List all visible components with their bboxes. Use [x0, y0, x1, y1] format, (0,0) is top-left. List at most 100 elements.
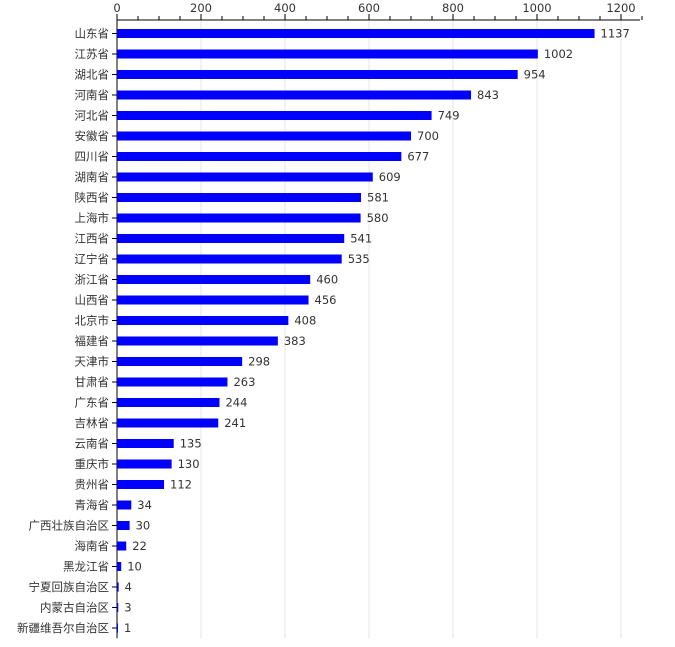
- category-label: 黑龙江省: [63, 560, 109, 574]
- bar[interactable]: [117, 480, 165, 489]
- bar[interactable]: [117, 295, 309, 305]
- bar[interactable]: [117, 541, 127, 551]
- bar[interactable]: [117, 439, 174, 448]
- bar[interactable]: [117, 357, 243, 366]
- category-label: 江苏省: [75, 47, 110, 61]
- data-label: 263: [233, 375, 255, 389]
- bar[interactable]: [117, 500, 132, 510]
- bar[interactable]: [117, 418, 219, 428]
- category-label: 重庆市: [75, 457, 110, 471]
- bar[interactable]: [117, 213, 361, 223]
- x-tick-label-200: 200: [190, 1, 212, 15]
- x-tick-label-1000: 1000: [522, 1, 551, 15]
- category-label: 青海省: [75, 498, 110, 512]
- bar[interactable]: [117, 152, 402, 161]
- bar[interactable]: [117, 172, 373, 182]
- bar[interactable]: [117, 316, 289, 325]
- category-label: 宁夏回族自治区: [29, 580, 110, 594]
- data-label: 30: [136, 519, 151, 533]
- bar[interactable]: [117, 254, 342, 264]
- grid-lines: [200, 20, 622, 639]
- bar[interactable]: [117, 70, 518, 79]
- x-tick-label-600: 600: [358, 1, 380, 15]
- bar[interactable]: [117, 377, 228, 387]
- data-label: 408: [294, 314, 316, 328]
- data-label: 244: [225, 396, 247, 410]
- category-label: 辽宁省: [75, 252, 110, 266]
- category-label: 广西壮族自治区: [29, 519, 110, 533]
- bar[interactable]: [117, 398, 220, 407]
- bar[interactable]: [117, 131, 411, 141]
- bar[interactable]: [117, 111, 432, 120]
- data-label: 298: [248, 355, 270, 369]
- data-label: 3: [124, 601, 131, 615]
- bar[interactable]: [117, 459, 172, 469]
- data-label: 34: [137, 498, 152, 512]
- category-label: 上海市: [75, 211, 110, 225]
- x-axis: 0 200 400 600 800 1000 1200: [113, 1, 643, 21]
- data-label: 460: [316, 273, 338, 287]
- category-label: 天津市: [75, 355, 110, 369]
- data-label: 749: [438, 109, 460, 123]
- bar[interactable]: [117, 49, 538, 59]
- data-label: 541: [350, 232, 372, 246]
- x-tick-label-0: 0: [113, 1, 120, 15]
- data-label: 580: [367, 211, 389, 225]
- bar[interactable]: [117, 336, 278, 346]
- category-label: 河南省: [75, 88, 110, 102]
- data-label: 954: [524, 68, 546, 82]
- bar[interactable]: [117, 582, 119, 592]
- data-label: 135: [180, 437, 202, 451]
- bar[interactable]: [117, 562, 122, 571]
- data-label: 1: [124, 621, 131, 635]
- data-label: 1002: [544, 47, 573, 61]
- category-label: 山东省: [75, 27, 110, 41]
- data-label: 383: [284, 334, 306, 348]
- data-label: 581: [367, 191, 389, 205]
- bar[interactable]: [117, 623, 118, 633]
- data-label: 241: [224, 416, 246, 430]
- category-label: 新疆维吾尔自治区: [17, 621, 109, 635]
- y-axis: 山东省江苏省湖北省河南省河北省安徽省四川省湖南省陕西省上海市江西省辽宁省浙江省山…: [17, 20, 118, 639]
- category-label: 河北省: [75, 109, 110, 123]
- data-label: 130: [178, 457, 200, 471]
- category-label: 浙江省: [75, 273, 110, 287]
- category-label: 贵州省: [75, 478, 110, 492]
- category-label: 山西省: [75, 293, 110, 307]
- category-label: 江西省: [75, 232, 110, 246]
- data-label: 1137: [601, 27, 630, 41]
- x-tick-label-400: 400: [274, 1, 296, 15]
- category-label: 吉林省: [75, 416, 110, 430]
- bars: 1137 1002 954 843 749 700 677 609 581 580 541 535 46…: [117, 27, 630, 635]
- data-label: 677: [407, 150, 429, 164]
- category-label: 云南省: [75, 437, 110, 451]
- category-label: 陕西省: [75, 191, 110, 205]
- bar[interactable]: [117, 234, 345, 243]
- data-label: 456: [315, 293, 337, 307]
- bar[interactable]: [117, 29, 595, 38]
- category-label: 四川省: [75, 150, 110, 164]
- x-tick-label-800: 800: [442, 1, 464, 15]
- data-label: 22: [132, 539, 147, 553]
- bar[interactable]: [117, 521, 130, 530]
- data-label: 10: [127, 560, 142, 574]
- category-label: 湖南省: [75, 170, 110, 184]
- data-label: 700: [417, 129, 439, 143]
- bar[interactable]: [117, 275, 311, 284]
- data-label: 843: [477, 88, 499, 102]
- category-label: 海南省: [75, 539, 110, 553]
- data-label: 535: [348, 252, 370, 266]
- bar[interactable]: [117, 603, 119, 612]
- category-label: 广东省: [75, 396, 110, 410]
- bar[interactable]: [117, 90, 472, 100]
- category-label: 安徽省: [75, 129, 110, 143]
- data-label: 112: [170, 478, 192, 492]
- category-label: 内蒙古自治区: [40, 601, 109, 615]
- data-label: 4: [125, 580, 132, 594]
- bar[interactable]: [117, 193, 362, 202]
- category-label: 福建省: [75, 334, 110, 348]
- category-label: 甘肃省: [75, 375, 110, 389]
- x-tick-label-1200: 1200: [606, 1, 635, 15]
